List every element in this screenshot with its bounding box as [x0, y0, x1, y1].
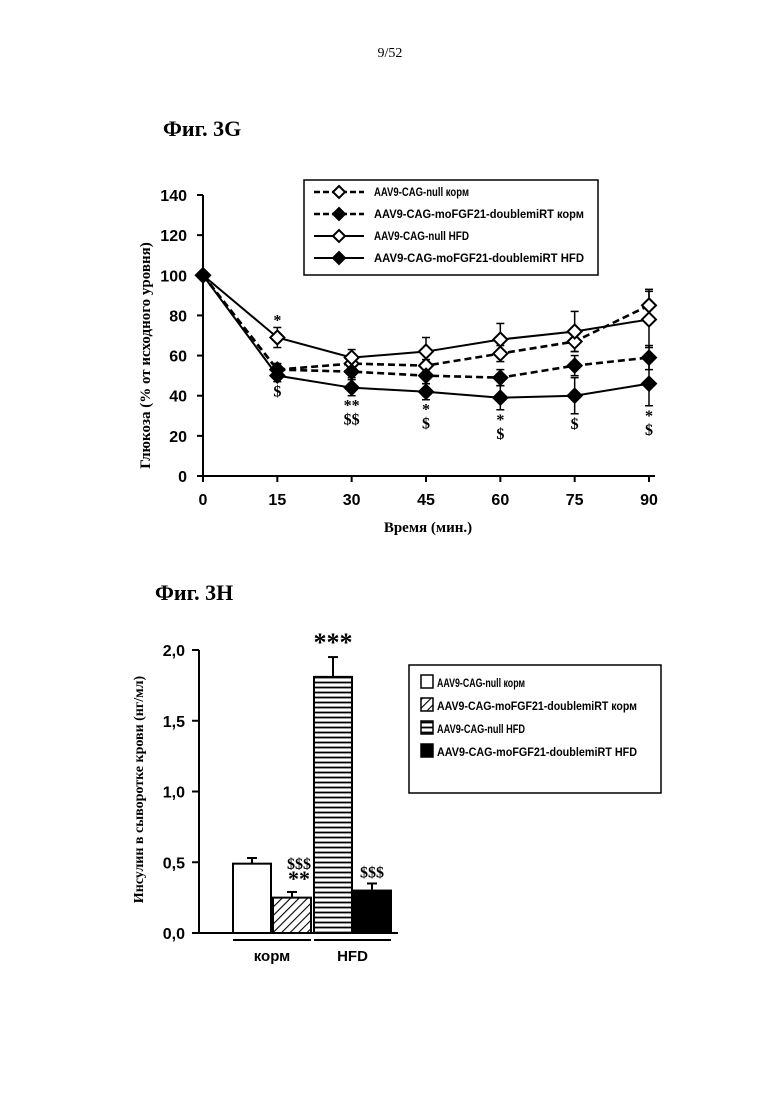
data-point: [419, 369, 433, 383]
x-tick-label: 0: [199, 492, 208, 509]
data-point: [345, 381, 359, 395]
bar-legend-swatch: [421, 698, 433, 711]
y-tick-label: 20: [169, 429, 187, 446]
group-label: HFD: [337, 948, 368, 965]
bar-legend-label: AAV9-CAG-moFGF21-doublemiRT корм: [437, 701, 637, 713]
significance-marker: $: [571, 416, 579, 433]
x-tick-label: 75: [566, 492, 584, 509]
x-axis-label: Время (мин.): [384, 520, 472, 536]
bar-y-tick-label: 2,0: [163, 643, 185, 660]
y-tick-label: 140: [160, 188, 187, 205]
bar: [314, 677, 352, 933]
data-point: [493, 371, 507, 385]
legend-label: AAV9-CAG-null HFD: [374, 231, 469, 243]
legend-label: AAV9-CAG-moFGF21-doublemiRT HFD: [374, 253, 584, 265]
x-tick-label: 60: [491, 492, 509, 509]
bar-y-axis-label: Инсулин в сыворотке крови (нг/мл): [132, 675, 147, 903]
bar-legend-label: AAV9-CAG-null HFD: [437, 724, 525, 736]
data-point: [419, 345, 433, 359]
significance-marker: *: [273, 312, 281, 329]
x-tick-label: 90: [640, 492, 658, 509]
data-point: [493, 391, 507, 405]
data-point: [493, 347, 507, 361]
bar-legend-swatch: [421, 675, 433, 688]
y-tick-label: 100: [160, 268, 187, 285]
x-tick-label: 15: [268, 492, 286, 509]
bar-legend-swatch: [421, 721, 433, 734]
bar: [273, 898, 311, 933]
bar: [233, 864, 271, 933]
data-point: [568, 389, 582, 403]
y-tick-label: 60: [169, 349, 187, 366]
data-point: [568, 359, 582, 373]
bar-legend-label: AAV9-CAG-moFGF21-doublemiRT HFD: [437, 747, 637, 759]
data-point: [642, 351, 656, 365]
y-tick-label: 80: [169, 308, 187, 325]
data-point: [493, 333, 507, 347]
bar-significance-marker: $$$: [360, 864, 384, 881]
bar: [353, 891, 391, 933]
legend-label: AAV9-CAG-moFGF21-doublemiRT корм: [374, 209, 584, 221]
bar-significance-marker: **: [288, 866, 310, 891]
bar-significance-marker: ***: [314, 628, 353, 657]
bar-y-tick-label: 0,5: [163, 855, 185, 872]
y-tick-label: 120: [160, 228, 187, 245]
significance-marker: $: [496, 426, 504, 443]
bar-y-tick-label: 1,5: [163, 714, 185, 731]
bar-y-tick-label: 1,0: [163, 785, 185, 802]
bar-legend-label: AAV9-CAG-null корм: [437, 678, 525, 690]
significance-marker: $: [645, 422, 653, 439]
data-point: [642, 312, 656, 326]
x-tick-label: 45: [417, 492, 435, 509]
y-tick-label: 0: [178, 469, 187, 486]
data-point: [642, 377, 656, 391]
data-point: [642, 298, 656, 312]
data-point: [568, 324, 582, 338]
y-tick-label: 40: [169, 389, 187, 406]
bar-legend-swatch: [421, 744, 433, 757]
legend-label: AAV9-CAG-null корм: [374, 187, 469, 199]
group-label: корм: [254, 948, 291, 965]
bar-y-tick-label: 0,0: [163, 926, 185, 943]
x-tick-label: 30: [343, 492, 361, 509]
significance-marker: $$: [344, 412, 360, 429]
y-axis-label: Глюкоза (% от исходного уровня): [138, 242, 154, 468]
significance-marker: $: [273, 384, 281, 401]
data-point: [419, 385, 433, 399]
significance-marker: $: [422, 416, 430, 433]
